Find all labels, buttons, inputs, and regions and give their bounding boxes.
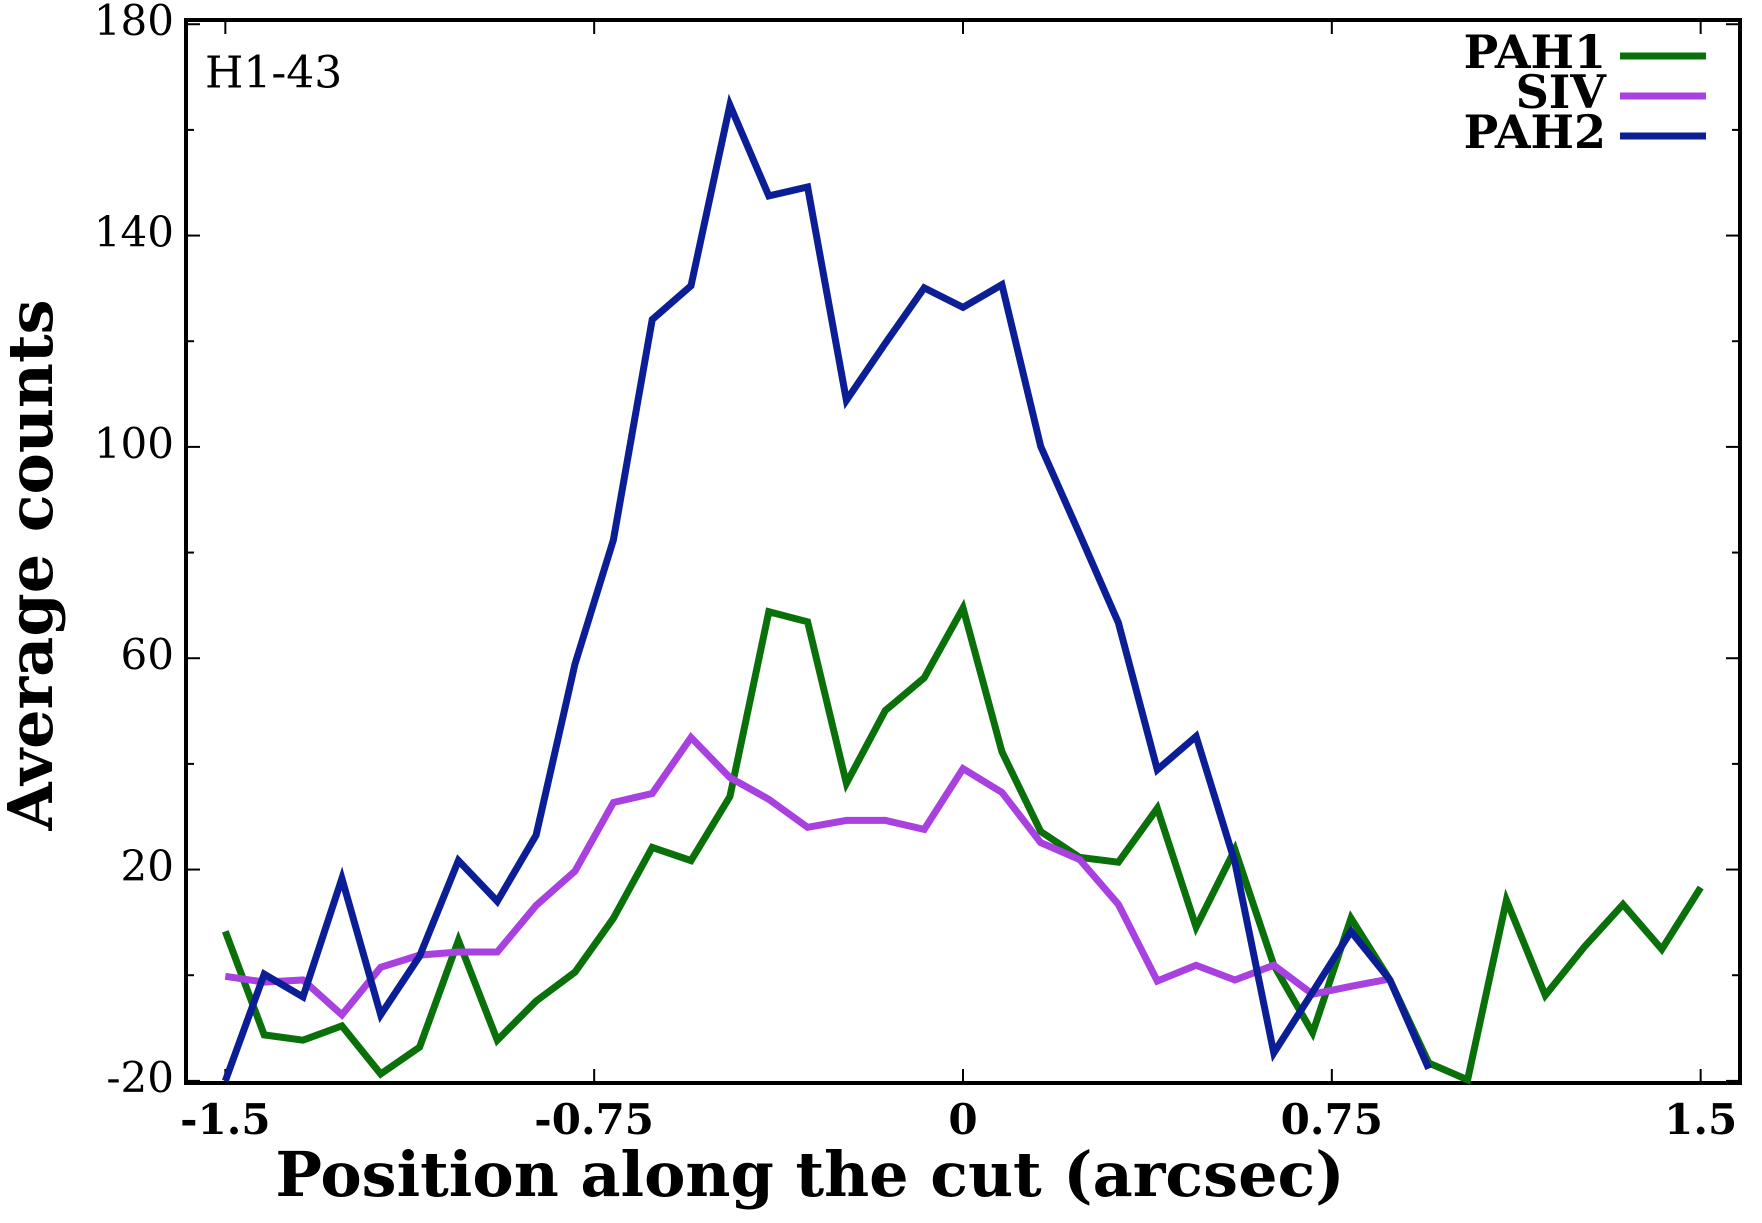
y-tick-label: 140 [94, 208, 174, 257]
x-tick-label: 1.5 [1664, 1095, 1737, 1144]
y-axis-title: Average counts [0, 299, 67, 831]
y-tick-label: 20 [121, 842, 174, 891]
plot-frame [184, 18, 1742, 1085]
series-line [224, 732, 1391, 1020]
x-tick-label: -0.75 [534, 1095, 654, 1144]
legend-label: SIV [1516, 65, 1608, 119]
y-tick-label: 100 [94, 419, 174, 468]
y-tick-label: -20 [106, 1053, 174, 1102]
series-line [222, 93, 1432, 1083]
y-tick-label: 60 [121, 630, 174, 679]
x-tick-label: -1.5 [180, 1095, 271, 1144]
x-tick-label: 0.75 [1281, 1095, 1383, 1144]
legend-label: PAH1 [1464, 25, 1606, 79]
legend-label: PAH2 [1464, 105, 1606, 159]
x-axis-title: Position along the cut (arcsec) [275, 1138, 1344, 1211]
y-tick-label: 180 [94, 0, 174, 45]
annotation: H1-43 [205, 48, 342, 99]
series-line [222, 598, 1704, 1085]
x-tick-label: 0 [948, 1095, 977, 1144]
